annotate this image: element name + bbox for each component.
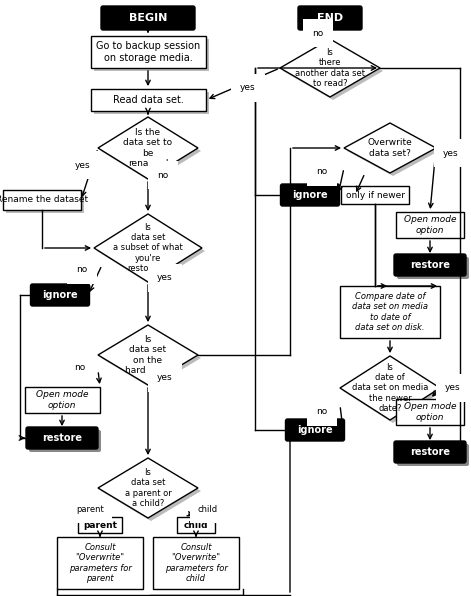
- Text: yes: yes: [445, 383, 461, 393]
- Text: Open mode
option: Open mode option: [404, 402, 456, 422]
- Text: BEGIN: BEGIN: [129, 13, 167, 23]
- FancyBboxPatch shape: [340, 286, 440, 338]
- Text: Is
data set
on the
hard disk?: Is data set on the hard disk?: [125, 335, 171, 375]
- Text: Read data set.: Read data set.: [113, 95, 183, 105]
- Polygon shape: [344, 123, 436, 173]
- Text: END: END: [317, 13, 343, 23]
- Text: Overwrite
data set?: Overwrite data set?: [368, 138, 413, 158]
- Polygon shape: [101, 120, 201, 182]
- Polygon shape: [347, 126, 439, 176]
- Polygon shape: [98, 458, 198, 518]
- Polygon shape: [283, 42, 383, 100]
- Text: yes: yes: [157, 374, 173, 383]
- Polygon shape: [98, 117, 198, 179]
- Text: Is
date of
data set on media
the newer
date?: Is date of data set on media the newer d…: [352, 363, 428, 413]
- FancyBboxPatch shape: [298, 6, 362, 30]
- Polygon shape: [280, 39, 380, 97]
- Text: no: no: [76, 265, 88, 275]
- Text: restore: restore: [42, 433, 82, 443]
- Text: only if newer: only if newer: [346, 191, 405, 200]
- FancyBboxPatch shape: [397, 444, 469, 466]
- FancyBboxPatch shape: [153, 537, 239, 589]
- Text: no: no: [317, 408, 328, 417]
- Text: Compare date of
data set on media
to date of
data set on disk.: Compare date of data set on media to dat…: [352, 292, 428, 332]
- Text: parent: parent: [83, 520, 117, 529]
- Text: no: no: [74, 362, 86, 371]
- Polygon shape: [97, 217, 205, 285]
- Text: yes: yes: [240, 83, 256, 92]
- Text: Is
data set
a parent or
a child?: Is data set a parent or a child?: [125, 468, 171, 508]
- Polygon shape: [94, 214, 202, 282]
- Text: Open mode
option: Open mode option: [36, 390, 88, 409]
- Text: Open mode
option: Open mode option: [404, 215, 456, 235]
- Polygon shape: [101, 328, 201, 388]
- Text: ignore: ignore: [292, 190, 328, 200]
- Text: Is the
data set to
be
renamed: Is the data set to be renamed: [123, 128, 172, 168]
- FancyBboxPatch shape: [101, 6, 195, 30]
- Text: Rename the dataset: Rename the dataset: [0, 195, 88, 204]
- Text: Consult
"Overwrite"
parameters for
parent: Consult "Overwrite" parameters for paren…: [69, 543, 131, 583]
- Text: ignore: ignore: [42, 290, 78, 300]
- Text: ignore: ignore: [297, 425, 333, 435]
- FancyBboxPatch shape: [396, 212, 464, 238]
- FancyBboxPatch shape: [396, 399, 464, 425]
- Text: no: no: [312, 29, 324, 38]
- FancyBboxPatch shape: [177, 517, 215, 533]
- FancyBboxPatch shape: [341, 186, 409, 204]
- FancyBboxPatch shape: [78, 517, 122, 533]
- FancyBboxPatch shape: [281, 184, 340, 206]
- Text: yes: yes: [157, 274, 173, 283]
- Polygon shape: [340, 356, 440, 420]
- FancyBboxPatch shape: [94, 39, 209, 71]
- Text: Consult
"Overwrite"
parameters for
child: Consult "Overwrite" parameters for child: [164, 543, 227, 583]
- FancyBboxPatch shape: [29, 430, 101, 452]
- Text: Is
data set
a subset of what
you're
restoring?: Is data set a subset of what you're rest…: [113, 223, 183, 274]
- FancyBboxPatch shape: [394, 441, 466, 463]
- FancyBboxPatch shape: [24, 387, 99, 413]
- FancyBboxPatch shape: [3, 190, 81, 210]
- FancyBboxPatch shape: [285, 419, 344, 441]
- FancyBboxPatch shape: [26, 427, 98, 449]
- Text: restore: restore: [410, 447, 450, 457]
- Text: child: child: [184, 520, 208, 529]
- Text: restore: restore: [410, 260, 450, 270]
- Text: yes: yes: [443, 148, 459, 157]
- FancyBboxPatch shape: [94, 92, 209, 114]
- FancyBboxPatch shape: [394, 254, 466, 276]
- Text: yes: yes: [75, 160, 91, 169]
- Text: Go to backup session
on storage media.: Go to backup session on storage media.: [96, 41, 200, 63]
- FancyBboxPatch shape: [6, 193, 84, 213]
- Polygon shape: [343, 359, 443, 423]
- FancyBboxPatch shape: [397, 257, 469, 279]
- Text: no: no: [317, 167, 328, 176]
- FancyBboxPatch shape: [57, 537, 143, 589]
- Text: child: child: [198, 505, 218, 514]
- FancyBboxPatch shape: [90, 89, 205, 111]
- FancyBboxPatch shape: [90, 36, 205, 68]
- Text: no: no: [157, 170, 169, 179]
- FancyBboxPatch shape: [31, 284, 89, 306]
- Polygon shape: [98, 325, 198, 385]
- Text: Is
there
another data set
to read?: Is there another data set to read?: [295, 48, 365, 88]
- Polygon shape: [101, 461, 201, 521]
- Text: parent: parent: [76, 505, 104, 514]
